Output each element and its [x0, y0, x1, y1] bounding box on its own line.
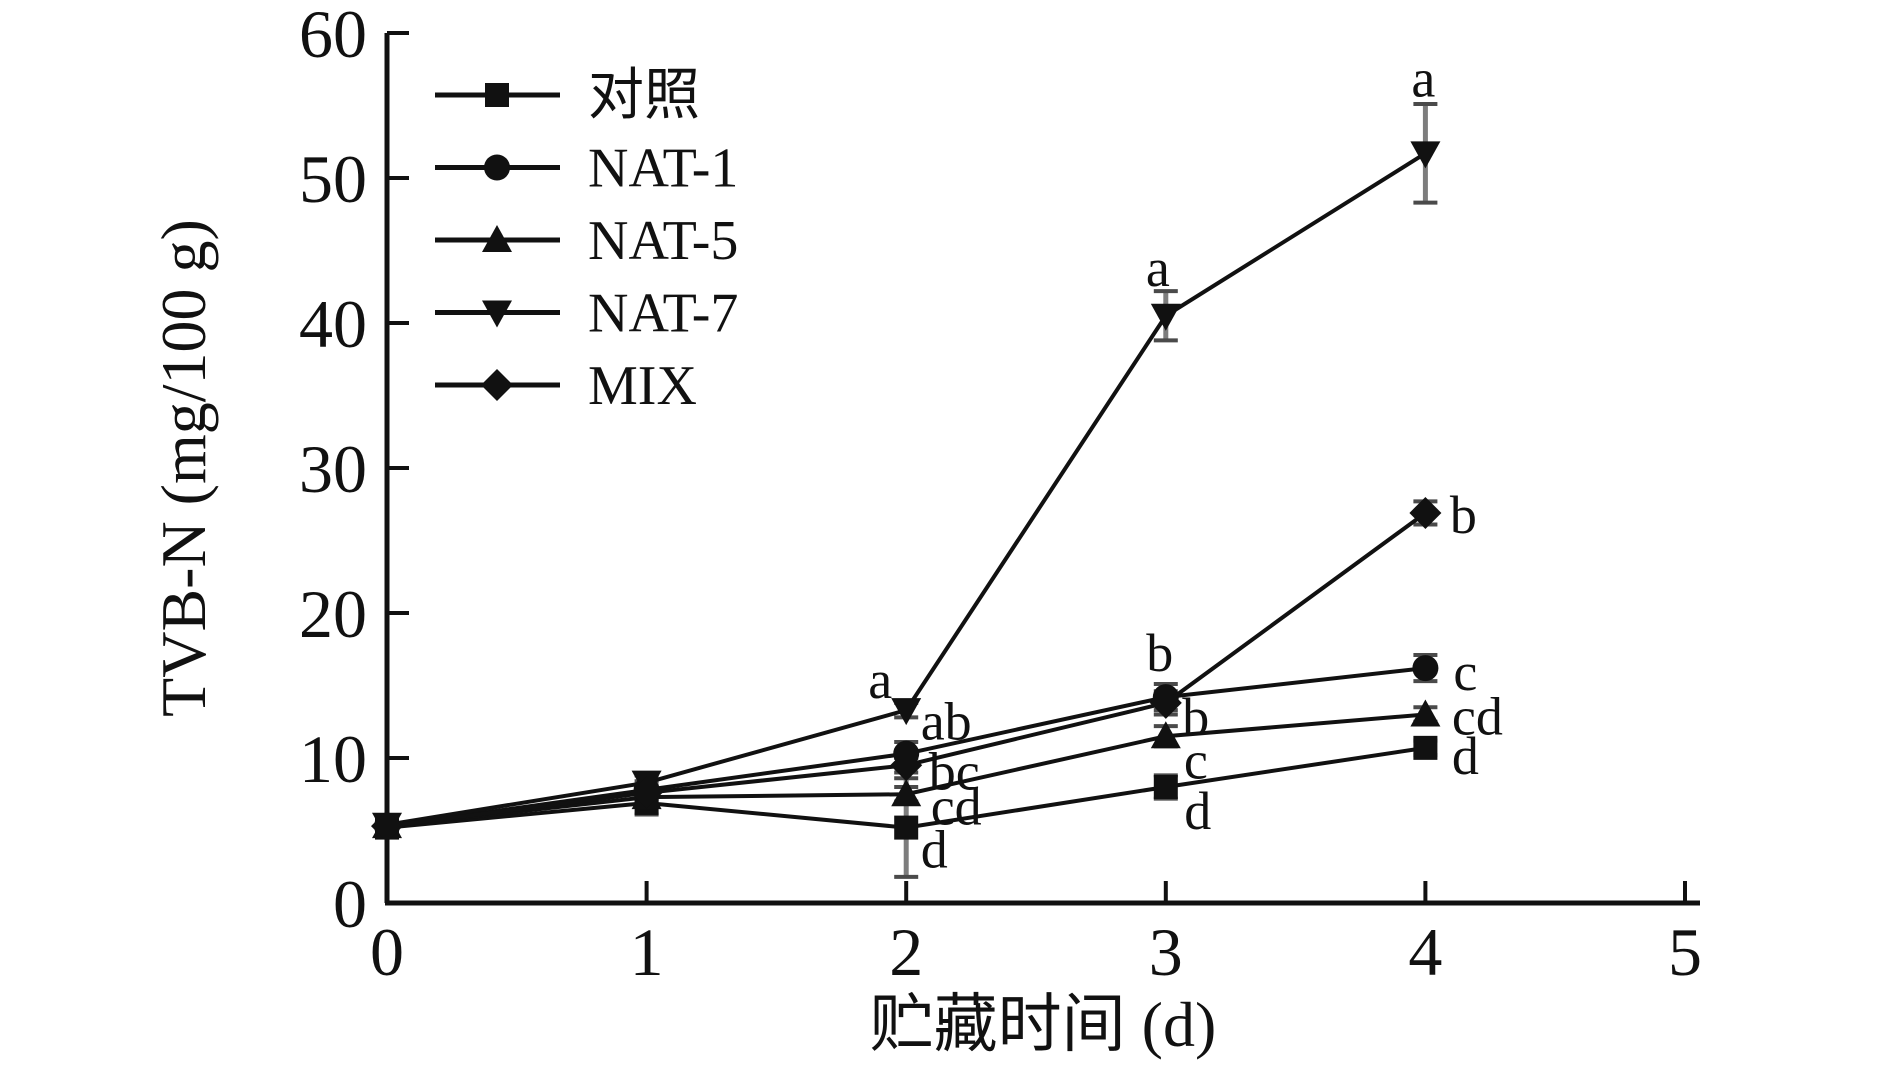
sig-letter: b — [1450, 485, 1477, 545]
y-tick-label: 50 — [299, 141, 367, 217]
y-tick-label: 60 — [299, 0, 367, 72]
y-tick-label: 40 — [299, 286, 367, 362]
legend-label: NAT-5 — [588, 210, 738, 272]
legend-marker-circle — [484, 154, 510, 181]
sig-letter: d — [1452, 726, 1479, 786]
data-point-MIX — [1409, 496, 1442, 529]
sig-letter: b — [1146, 623, 1173, 683]
sig-letter: b — [1182, 687, 1209, 747]
sig-letter: cd — [1452, 687, 1503, 747]
data-point-对照 — [894, 815, 919, 840]
legend-item-MIX: MIX — [435, 355, 697, 417]
y-tick-label: 10 — [299, 721, 367, 797]
legend-item-对照: 对照 — [435, 65, 700, 127]
legend-marker-diamond — [481, 369, 513, 401]
legend-item-NAT-1: NAT-1 — [435, 138, 738, 200]
sig-letter: d — [1184, 781, 1211, 841]
data-point-NAT-5 — [1410, 699, 1441, 727]
data-point-NAT-7 — [891, 698, 922, 726]
sig-letter: a — [1411, 48, 1435, 108]
data-point-NAT-7 — [1150, 303, 1181, 331]
legend-label: NAT-7 — [588, 283, 738, 345]
x-tick-label: 1 — [630, 914, 664, 990]
legend-label: 对照 — [588, 65, 700, 127]
data-point-MIX — [1149, 686, 1182, 719]
x-tick-label: 4 — [1408, 914, 1442, 990]
sig-letter: bc — [929, 741, 980, 801]
y-tick-label: 30 — [299, 431, 367, 507]
sig-letter: ab — [921, 692, 972, 752]
legend-item-NAT-7: NAT-7 — [435, 283, 738, 345]
x-tick-label: 5 — [1668, 914, 1702, 990]
y-tick-label: 0 — [333, 866, 367, 942]
data-point-MIX — [630, 776, 663, 809]
sig-letter: c — [1184, 730, 1208, 790]
legend-marker-triangle-down — [482, 300, 512, 328]
sig-letter: d — [921, 820, 948, 880]
legend-label: NAT-1 — [588, 138, 738, 200]
sig-letter: a — [868, 650, 892, 710]
y-tick-label: 20 — [299, 576, 367, 652]
legend-layer: 对照 NAT-1 NAT-5 NAT-7 MIX — [435, 65, 738, 417]
sig-letter: c — [1453, 642, 1477, 702]
data-point-对照 — [1153, 775, 1178, 799]
axes-layer: 0 10 20 30 40 50 60 0 1 2 3 4 5 — [299, 0, 1702, 990]
data-point-NAT-5 — [1150, 721, 1181, 749]
x-axis-title: 贮藏时间 (d) — [870, 989, 1217, 1060]
data-point-NAT-1 — [1412, 655, 1439, 682]
x-tick-label: 0 — [370, 914, 404, 990]
x-tick-label: 2 — [889, 914, 923, 990]
data-point-NAT-5 — [891, 779, 922, 807]
legend-marker-square — [485, 83, 509, 107]
x-tick-label: 3 — [1149, 914, 1183, 990]
legend-marker-triangle-up — [482, 225, 512, 252]
data-point-MIX — [371, 810, 403, 843]
data-point-对照 — [1413, 735, 1438, 760]
data-point-MIX — [890, 749, 923, 782]
sig-letter: a — [1146, 238, 1170, 298]
sig-letter: cd — [931, 776, 982, 836]
y-axis-title: TVB-N (mg/100 g) — [148, 219, 219, 717]
data-point-NAT-7 — [1410, 141, 1441, 169]
series-layer — [371, 141, 1442, 843]
legend-item-NAT-5: NAT-5 — [435, 210, 738, 272]
legend-label: MIX — [588, 355, 697, 417]
